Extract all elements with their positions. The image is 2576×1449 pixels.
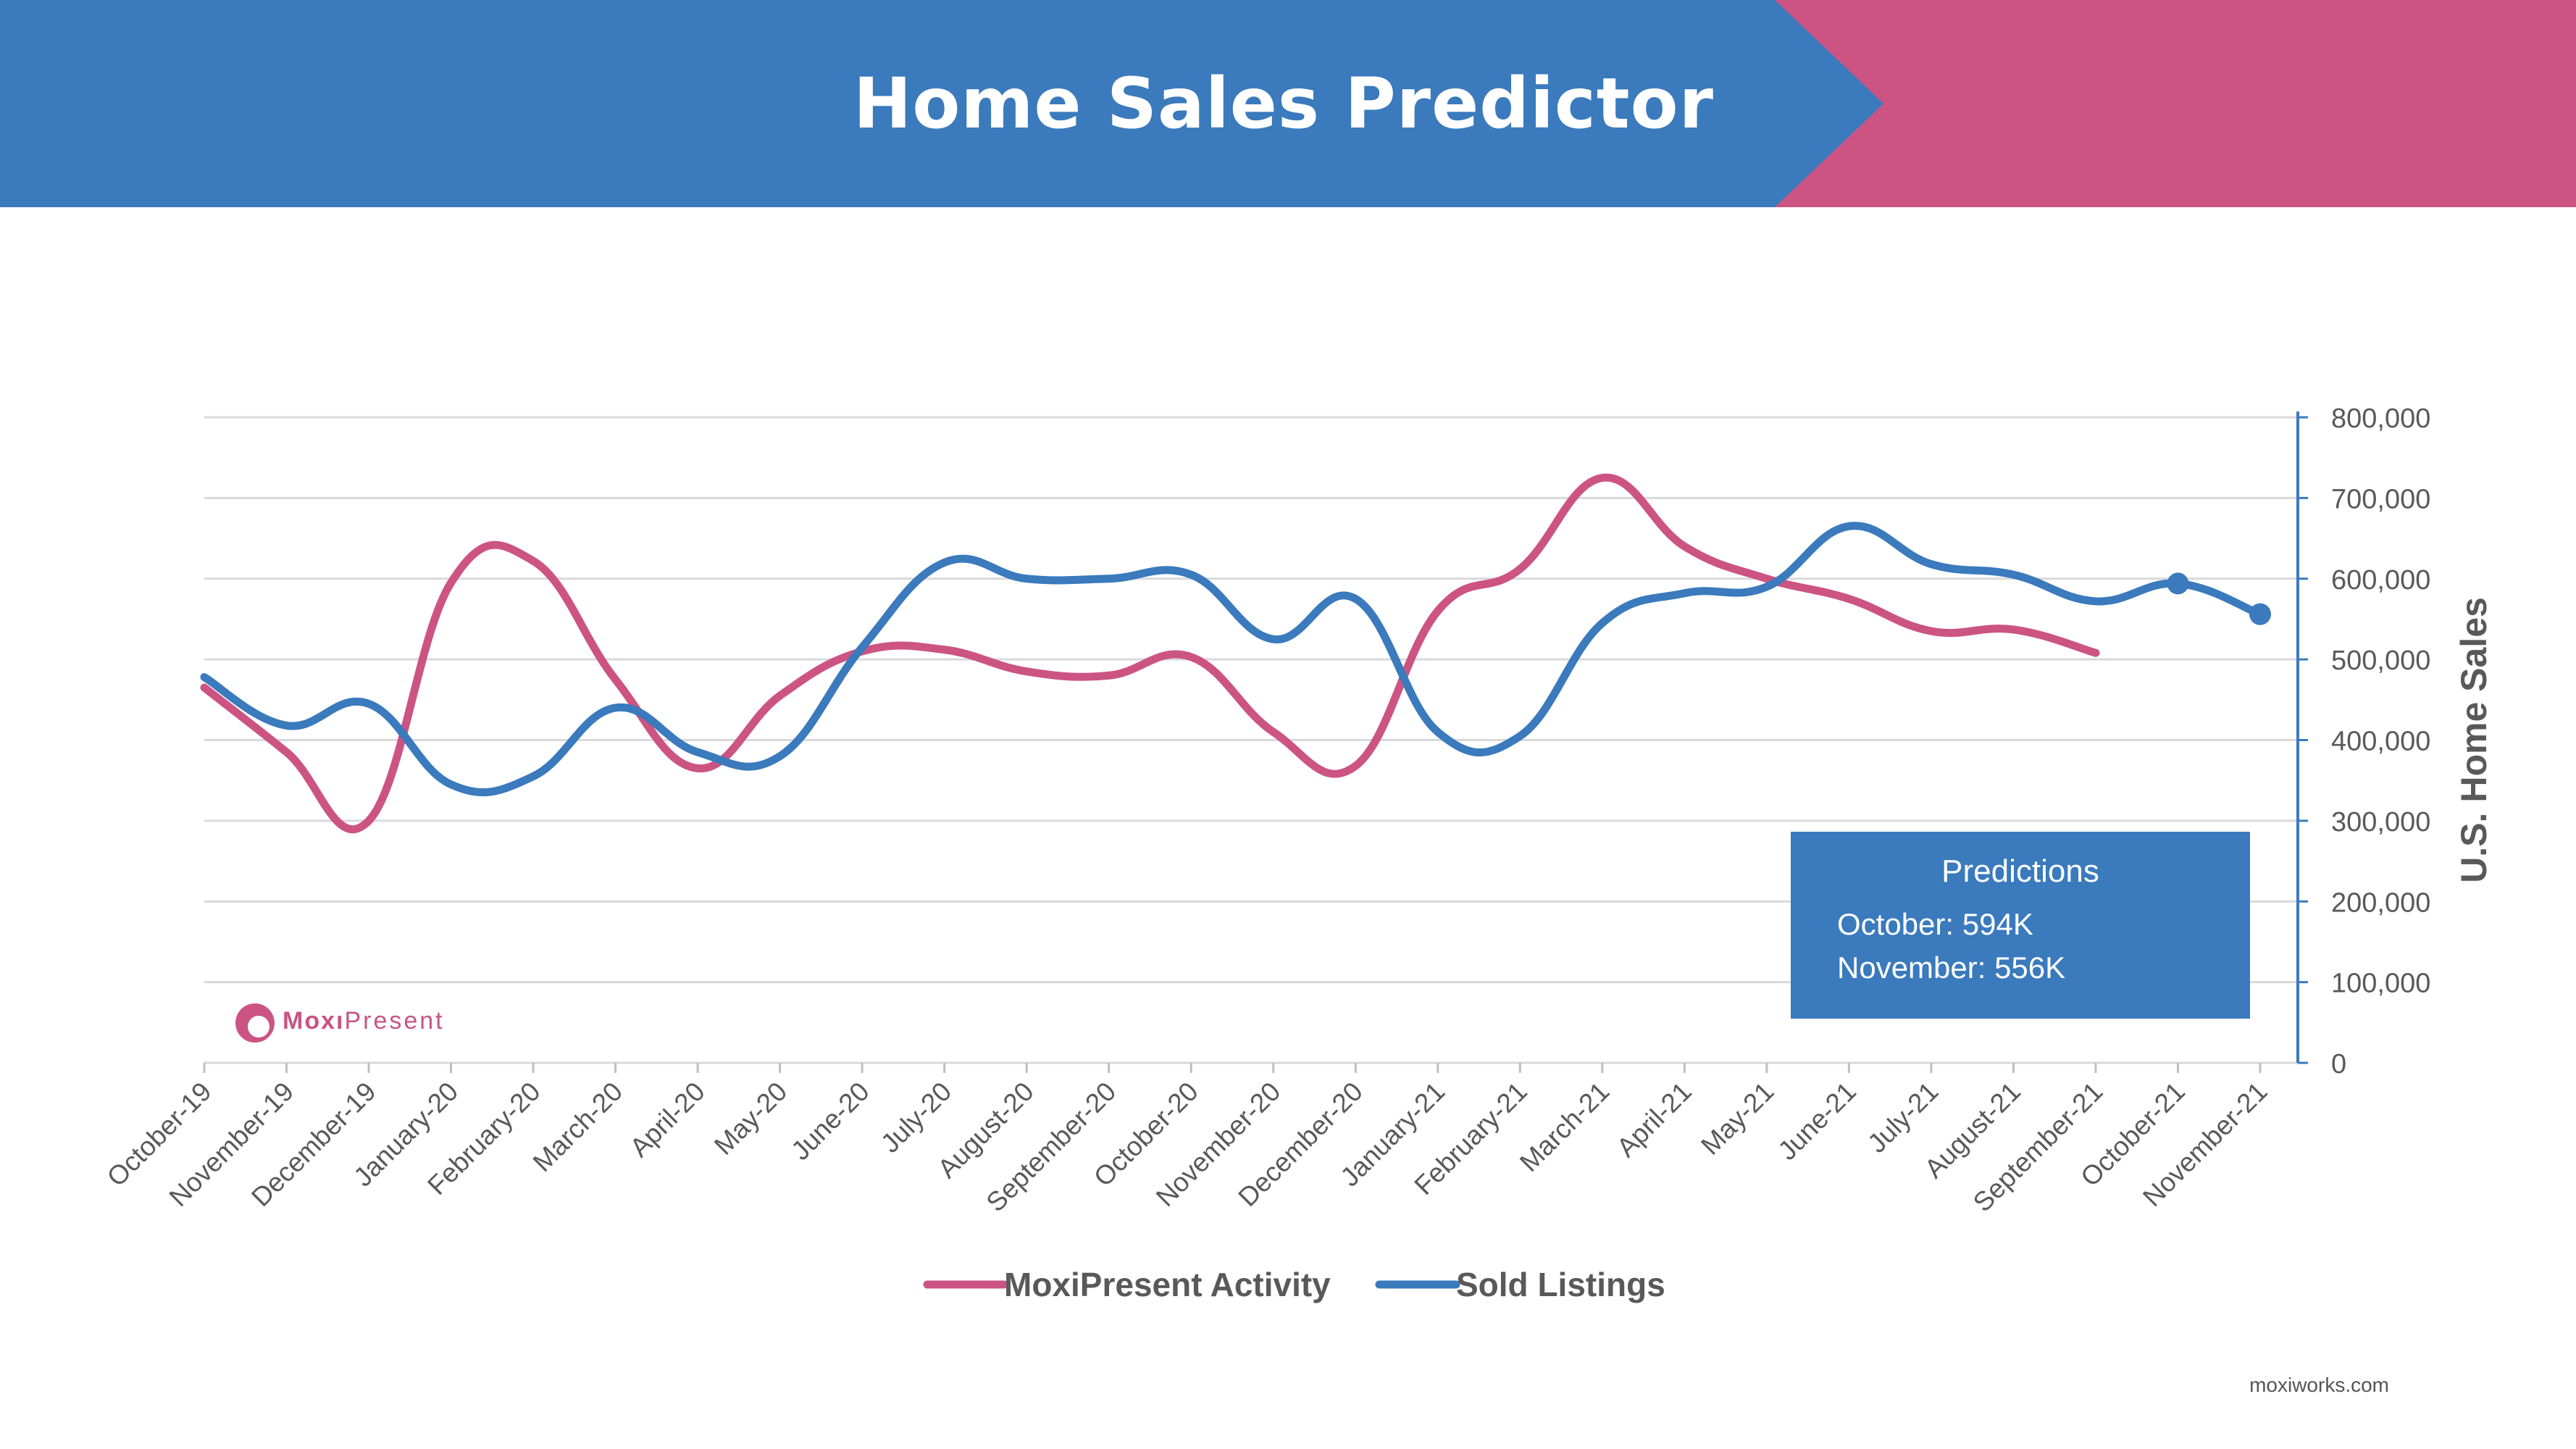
moxipresent-logo-icon (235, 1003, 275, 1043)
footer-site-link[interactable]: moxiworks.com (2249, 1374, 2389, 1396)
y-axis-title: U.S. Home Sales (2454, 597, 2494, 883)
y-tick-label: 800,000 (2331, 404, 2430, 434)
y-tick-label: 0 (2331, 1049, 2346, 1080)
prediction-october: October: 594K (1837, 907, 2033, 941)
predictions-panel: Predictions October: 594K November: 556K (1791, 832, 2250, 1019)
chart-legend: MoxiPresent Activity Sold Listings (923, 1266, 1665, 1303)
header-blue-arrow (0, 0, 1883, 207)
page-title: Home Sales Predictor (853, 63, 1714, 144)
y-tick-label: 100,000 (2331, 969, 2430, 999)
predictions-panel-bg (1791, 832, 2250, 1019)
x-tick-label: April-20 (624, 1077, 711, 1163)
prediction-marker (2167, 572, 2189, 595)
y-tick-label: 700,000 (2331, 484, 2430, 514)
x-tick-label: July-20 (875, 1077, 957, 1158)
x-tick-label: June-21 (1773, 1077, 1862, 1166)
series-line-moxipresent-activity (200, 473, 2100, 834)
prediction-marker (2249, 603, 2271, 625)
y-tick-label: 500,000 (2331, 646, 2430, 676)
x-tick-label: April-21 (1611, 1077, 1697, 1163)
x-tick-label: May-20 (708, 1077, 793, 1161)
legend-label-sold-listings: Sold Listings (1456, 1266, 1665, 1303)
logo-text-bold: Moxı (283, 1007, 345, 1035)
x-tick-label: July-21 (1862, 1077, 1944, 1158)
x-tick-label: March-20 (527, 1077, 628, 1177)
header-banner: Home Sales Predictor (0, 0, 2576, 207)
series-line-sold-listings (200, 522, 2265, 797)
header-background (0, 0, 2576, 207)
y-tick-label: 400,000 (2331, 727, 2430, 757)
legend-label-moxipresent-activity: MoxiPresent Activity (1004, 1266, 1331, 1303)
moxipresent-logo-text: MoxıPresent (283, 1007, 445, 1035)
chart-series (200, 473, 2271, 834)
y-tick-label: 600,000 (2331, 565, 2430, 596)
x-tick-label: June-20 (785, 1077, 875, 1166)
x-tick-label: March-21 (1514, 1077, 1615, 1177)
logo-text-regular: Present (344, 1007, 445, 1035)
y-tick-label: 200,000 (2331, 888, 2430, 918)
chart-axes: 0 100,000 200,000 300,000 400,000 500,000 600,… (101, 404, 2494, 1217)
y-tick-label: 300,000 (2331, 807, 2430, 838)
predictions-title: Predictions (1941, 853, 2099, 889)
prediction-november: November: 556K (1837, 951, 2066, 985)
x-tick-label: May-21 (1695, 1077, 1779, 1161)
